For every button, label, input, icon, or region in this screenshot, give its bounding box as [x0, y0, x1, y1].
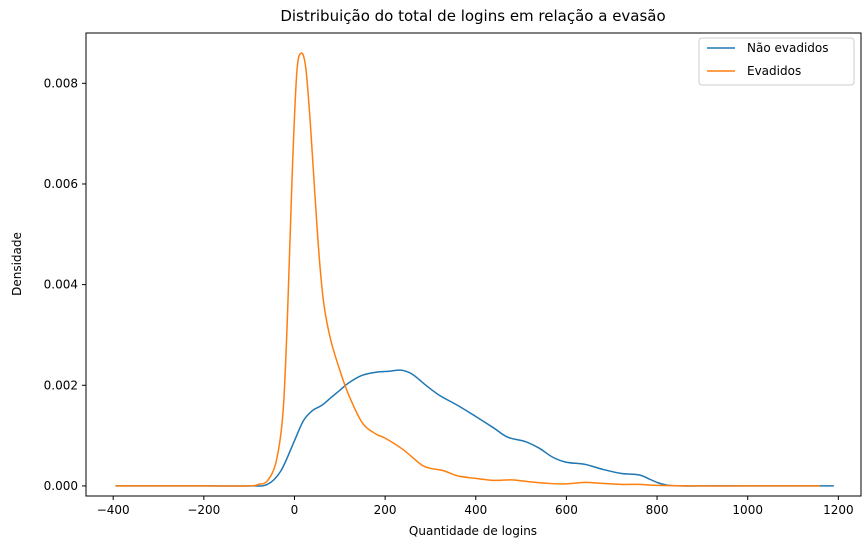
x-tick-label: 1200 [823, 503, 854, 517]
chart-title: Distribuição do total de logins em relaç… [280, 7, 665, 25]
legend-label: Não evadidos [747, 41, 829, 55]
x-tick-label: 0 [291, 503, 299, 517]
y-tick-label: 0.004 [44, 278, 78, 292]
y-tick-label: 0.006 [44, 177, 78, 191]
y-axis-label: Densidade [10, 232, 24, 296]
y-tick-label: 0.002 [44, 378, 78, 392]
x-tick-label: 1000 [732, 503, 763, 517]
x-tick-label: 600 [555, 503, 578, 517]
x-axis: −400 −200 0 200 400 600 800 1000 1200 [97, 496, 854, 517]
series-line-nao-evadidos [115, 369, 834, 487]
x-tick-label: 200 [374, 503, 397, 517]
legend-box [698, 37, 855, 86]
x-tick-label: −200 [187, 503, 220, 517]
series-layer [115, 52, 834, 487]
y-axis: 0.000 0.002 0.004 0.006 0.008 [44, 76, 86, 493]
x-tick-label: 800 [646, 503, 669, 517]
x-tick-label: 400 [464, 503, 487, 517]
plot-area [85, 32, 862, 497]
y-tick-label: 0.000 [44, 479, 78, 493]
legend: Não evadidos Evadidos [698, 37, 855, 86]
plot-frame [85, 32, 862, 497]
series-line-evadidos [115, 52, 821, 487]
x-tick-label: −400 [97, 503, 130, 517]
legend-label: Evadidos [747, 64, 801, 78]
y-tick-label: 0.008 [44, 76, 78, 90]
x-axis-label: Quantidade de logins [409, 524, 537, 538]
